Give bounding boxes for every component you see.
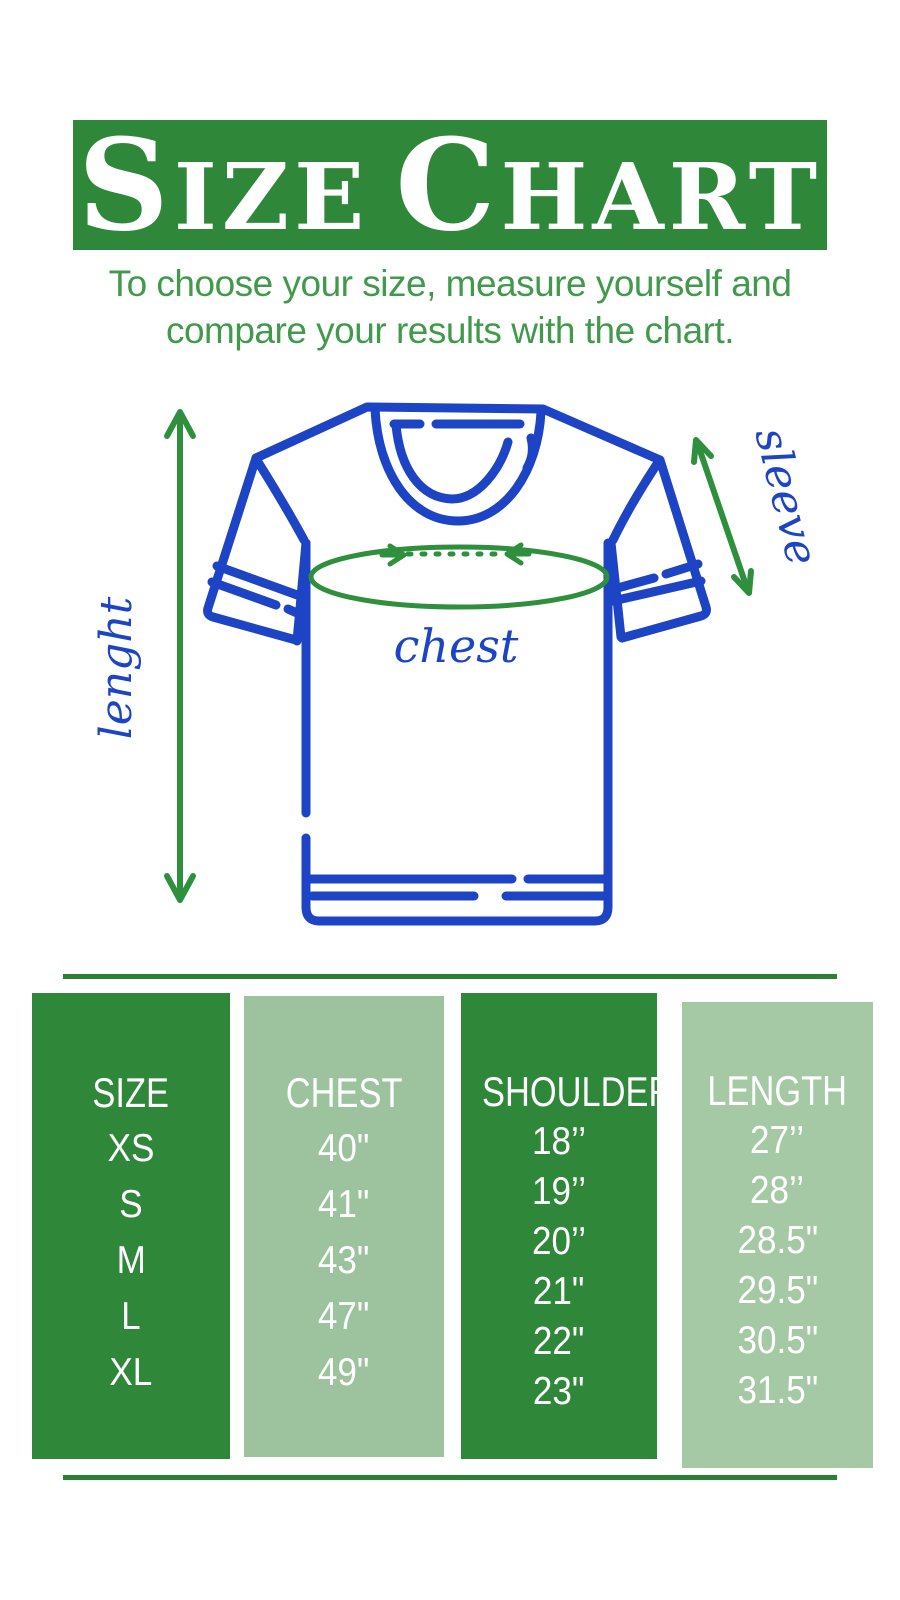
subtitle: To choose your size, measure yourself an… — [0, 260, 900, 354]
table-top-rule — [63, 974, 837, 979]
table-column-shoulder: SHOULDER 18’’ 19’’ 20’’ 21" 22" 23" — [461, 993, 673, 1459]
sleeve-label: sleeve — [744, 423, 827, 571]
cell-value: 29.5" — [737, 1269, 818, 1312]
length-label: lenght — [91, 596, 142, 739]
table-cell: 21" — [461, 1267, 657, 1317]
table-cell: 40" — [244, 1121, 444, 1177]
cell-value: 20’’ — [531, 1220, 586, 1263]
table-cell: 28’’ — [682, 1166, 873, 1216]
title-initial: S — [77, 111, 174, 259]
table-cell: 28.5" — [682, 1216, 873, 1266]
table-cell: M — [32, 1233, 230, 1289]
table-cell: 49" — [244, 1345, 444, 1401]
table-cell: S — [32, 1177, 230, 1233]
table-cell: XL — [32, 1345, 230, 1401]
column-header-label: SIZE — [92, 1069, 170, 1116]
chest-ellipse-icon — [308, 542, 610, 610]
table-bottom-rule — [63, 1475, 837, 1480]
table-cell: 20’’ — [461, 1217, 657, 1267]
title-banner: SIZE CHART — [73, 120, 827, 251]
table-cell: XS — [32, 1121, 230, 1177]
table-cell: L — [32, 1289, 230, 1345]
cell-value: XS — [107, 1127, 155, 1170]
tshirt-measurement-diagram: lenght sleeve chest — [91, 402, 828, 926]
table-cell: 31.5" — [682, 1366, 873, 1416]
table-cell: 47" — [244, 1289, 444, 1345]
cell-value: M — [116, 1239, 146, 1282]
chest-label: chest — [394, 619, 519, 673]
cell-value: 31.5" — [737, 1369, 818, 1412]
cell-value: L — [121, 1295, 141, 1338]
title-initial: C — [395, 111, 501, 259]
measurement-arrows — [164, 409, 754, 903]
cell-value: 21" — [533, 1270, 585, 1313]
cell-value: 28’’ — [750, 1169, 805, 1212]
table-cell: 19’’ — [461, 1167, 657, 1217]
column-header: SHOULDER — [461, 1067, 673, 1117]
cell-value: 40" — [318, 1127, 370, 1170]
tshirt-outline-icon — [203, 402, 711, 926]
cell-value: 23" — [533, 1370, 585, 1413]
table-cell: 22" — [461, 1317, 657, 1367]
cell-value: 18’’ — [531, 1120, 586, 1163]
cell-value: 47" — [318, 1295, 370, 1338]
title-rest: IZE — [173, 143, 370, 251]
cell-value: 43" — [318, 1239, 370, 1282]
column-header-label: SHOULDER — [482, 1068, 674, 1115]
column-header-label: CHEST — [285, 1069, 403, 1116]
column-header-label: LENGTH — [707, 1067, 848, 1114]
page-title: SIZE CHART — [78, 120, 822, 289]
table-cell: 41" — [244, 1177, 444, 1233]
cell-value: 28.5" — [737, 1219, 818, 1262]
table-cell: 23" — [461, 1367, 657, 1417]
table-cell: 27’’ — [682, 1116, 873, 1166]
table-cell: 29.5" — [682, 1266, 873, 1316]
title-rest: HART — [500, 143, 823, 251]
column-header: LENGTH — [682, 1066, 873, 1116]
title-word-size: SIZE — [78, 120, 369, 251]
cell-value: S — [119, 1183, 143, 1226]
subtitle-line-1: To choose your size, measure yourself an… — [108, 263, 792, 304]
length-arrow-icon — [164, 409, 196, 903]
cell-value: 19’’ — [531, 1170, 586, 1213]
cell-value: XL — [109, 1351, 153, 1394]
table-column-length: LENGTH 27’’ 28’’ 28.5" 29.5" 30.5" 31.5" — [682, 1002, 873, 1468]
title-word-chart: CHART — [395, 120, 822, 251]
table-column-size: SIZE XS S M L XL — [32, 993, 230, 1459]
table-column-chest: CHEST 40" 41" 43" 47" 49" — [244, 996, 444, 1457]
cell-value: 30.5" — [737, 1319, 818, 1362]
cell-value: 41" — [318, 1183, 370, 1226]
cell-value: 22" — [533, 1320, 585, 1363]
table-cell: 30.5" — [682, 1316, 873, 1366]
table-cell: 43" — [244, 1233, 444, 1289]
column-header: CHEST — [244, 1065, 444, 1121]
cell-value: 27’’ — [750, 1119, 805, 1162]
sleeve-arrow-icon — [691, 437, 754, 596]
column-header: SIZE — [32, 1065, 230, 1121]
cell-value: 49" — [318, 1351, 370, 1394]
subtitle-line-2: compare your results with the chart. — [165, 310, 735, 351]
table-cell: 18’’ — [461, 1117, 657, 1167]
